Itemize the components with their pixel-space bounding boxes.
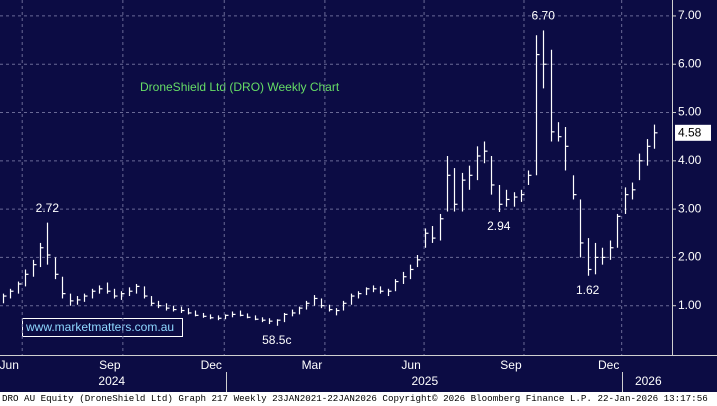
x-tick-label: Dec [598, 358, 619, 372]
footer-source: DRO AU Equity (DroneShield Ltd) Graph 21… [2, 393, 708, 404]
y-tick-label: 6.00 [678, 56, 702, 70]
y-tick-label: 4.00 [678, 153, 702, 167]
chart-title: DroneShield Ltd (DRO) Weekly Chart [140, 80, 340, 94]
year-label: 2024 [98, 374, 125, 388]
y-tick-label: 5.00 [678, 105, 702, 119]
y-tick-label: 2.00 [678, 250, 702, 264]
last-price-label: 4.58 [678, 125, 702, 139]
year-label: 2025 [411, 374, 438, 388]
x-tick-label: Jun [0, 358, 19, 372]
year-label: 2026 [635, 374, 662, 388]
x-tick-label: Mar [302, 358, 323, 372]
x-tick-label: Dec [201, 358, 222, 372]
x-tick-label: Jun [401, 358, 420, 372]
x-tick-label: Sep [500, 358, 522, 372]
price-annotation: 1.62 [576, 283, 600, 297]
price-annotation: 2.72 [36, 201, 60, 215]
y-tick-label: 1.00 [678, 298, 702, 312]
price-annotation: 6.70 [532, 9, 556, 23]
y-tick-label: 3.00 [678, 201, 702, 215]
price-annotation: 2.94 [487, 219, 511, 233]
watermark: www.marketmatters.com.au [25, 320, 174, 334]
x-tick-label: Sep [99, 358, 121, 372]
y-tick-label: 7.00 [678, 8, 702, 22]
last-price-box [675, 124, 711, 141]
price-annotation: 58.5c [262, 333, 291, 347]
watermark-box [22, 318, 183, 337]
